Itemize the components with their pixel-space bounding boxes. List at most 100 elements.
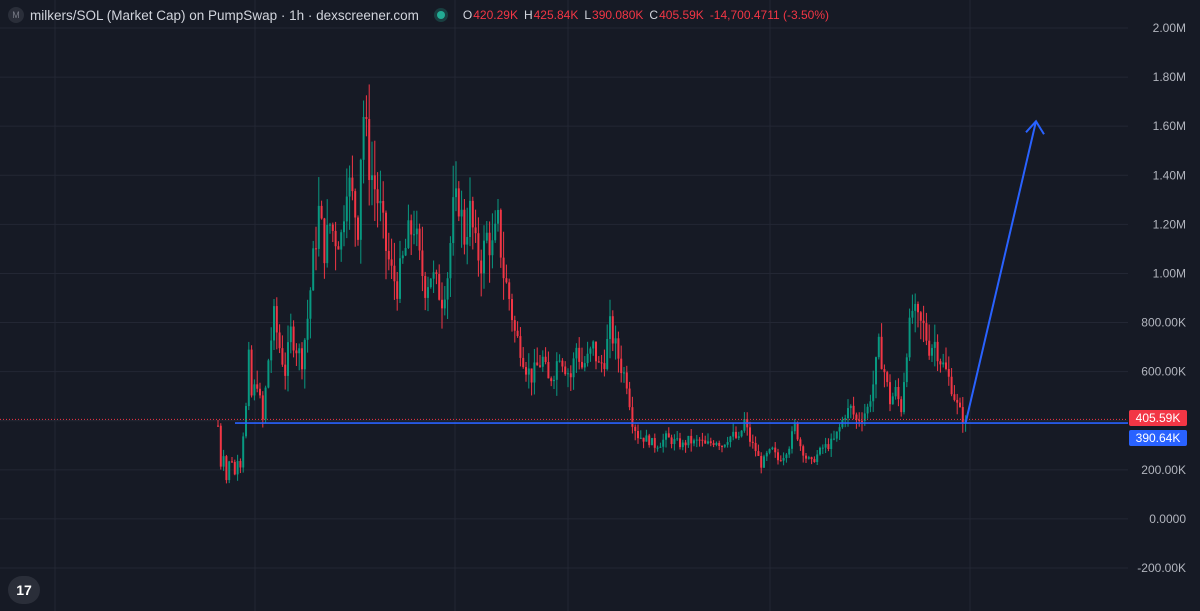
candle-body [704,440,707,444]
candle-body [343,221,345,233]
candle-body [681,442,684,448]
candle-body [393,265,396,282]
projection-arrow [964,121,1037,424]
candle-body [866,406,869,414]
support-price-tag: 390.64K [1129,430,1187,447]
candle-body [287,342,289,376]
price-axis[interactable]: 2.00M 1.80M 1.60M 1.40M 1.20M 1.00M 800.00K 600… [1137,21,1186,575]
candle-body [278,332,281,349]
candle-body [771,447,774,450]
candle-body [715,442,718,446]
candle-body [289,326,292,343]
candle-body [250,349,253,396]
candle-body [387,250,390,260]
y-tick-label: -200.00K [1137,561,1186,575]
candle-body [446,278,449,300]
candle-body [471,200,474,228]
candle-body [494,223,497,241]
candle-body [816,454,819,463]
candle-body [505,278,508,283]
candle-body [273,306,275,341]
candle-body [754,442,757,452]
candle-body [648,435,651,446]
candle-body [275,306,278,333]
ohlc-legend: O420.29K H425.84K L390.080K C405.59K -14… [463,8,829,22]
candle-body [399,258,401,299]
candle-body [323,218,326,264]
candle-body [807,457,810,459]
candle-body [634,426,637,431]
candle-body [796,422,799,440]
candle-body [455,188,457,198]
candle-body [830,438,833,450]
candle-body [390,259,393,266]
candle-body [729,436,732,443]
candle-body [861,420,863,422]
candle-body [639,437,642,439]
candle-body [298,348,301,354]
candle-body [645,435,648,442]
candle-body [695,439,698,441]
candle-body [785,454,788,459]
candle-body [933,341,936,348]
low-value: 390.080K [592,8,644,22]
candle-body [245,406,247,437]
candle-body [418,228,421,251]
candle-body [628,388,631,408]
candle-body [698,439,701,441]
candle-body [365,116,368,119]
candle-body [259,388,261,396]
candle-body [586,353,589,364]
candle-body [401,255,404,259]
candle-body [799,439,802,447]
candle-body [614,338,617,344]
candle-body [897,386,900,400]
candle-body [651,438,653,446]
candle-body [914,303,917,311]
candle-body [539,365,541,367]
candle-body [701,439,704,441]
candles [217,84,967,484]
candle-body [309,290,312,319]
candle-body [656,447,659,449]
candle-body [597,361,600,363]
candle-body [945,362,947,369]
candle-body [362,116,365,160]
candle-body [379,200,382,204]
candle-body [749,427,751,442]
open-key: O [462,8,473,22]
candle-body [743,419,746,431]
candle-body [732,431,735,437]
candle-body [233,461,236,475]
candle-body [256,384,259,389]
candle-body [533,362,536,383]
candle-body [527,368,530,375]
candle-body [757,451,760,456]
candle-body [511,299,513,321]
candle-body [253,384,256,396]
candle-body [631,407,634,427]
candle-body [919,312,922,321]
candle-body [550,378,553,382]
candle-body [609,316,611,339]
candle-body [415,228,418,235]
candle-body [737,436,740,438]
candle-body [407,220,410,248]
candle-body [449,243,452,279]
candle-body [219,425,222,467]
candle-body [351,177,354,192]
tradingview-logo-icon[interactable]: 17 [8,576,40,604]
candle-body [928,340,931,356]
candle-body [261,395,264,420]
candle-body [222,456,225,467]
candle-body [474,227,477,234]
candle-body [721,446,723,448]
candle-body [894,386,897,397]
candle-body [835,431,838,439]
candle-body [382,200,385,213]
candle-body [553,379,555,382]
candle-body [320,205,323,219]
candle-body [617,338,620,359]
candle-body [911,310,914,318]
